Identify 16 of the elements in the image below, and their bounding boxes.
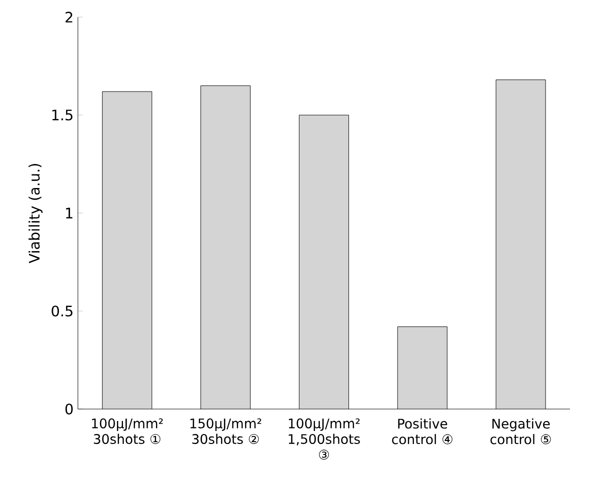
x-tick-label: 100μJ/mm² 1,500shots ③	[288, 418, 360, 460]
y-tick-label: 1	[66, 208, 72, 218]
y-tick-label: 1.5	[52, 110, 72, 120]
bar	[398, 326, 448, 410]
bar	[102, 92, 152, 410]
y-tick-label: 2	[66, 12, 72, 22]
x-tick-label: 150μJ/mm² 30shots ②	[190, 418, 262, 444]
bar	[200, 86, 250, 410]
x-tick-label: Negative control ⑤	[490, 418, 551, 444]
y-tick-label: 0.5	[52, 306, 72, 317]
y-axis-title: Viability (a.u.)	[28, 164, 43, 264]
x-tick-label: Positive control ④	[392, 418, 452, 444]
x-tick-label: 100μJ/mm² 30shots ①	[92, 418, 163, 444]
y-tick-label: 0	[65, 404, 73, 415]
bar	[299, 115, 349, 410]
bar	[496, 80, 546, 410]
